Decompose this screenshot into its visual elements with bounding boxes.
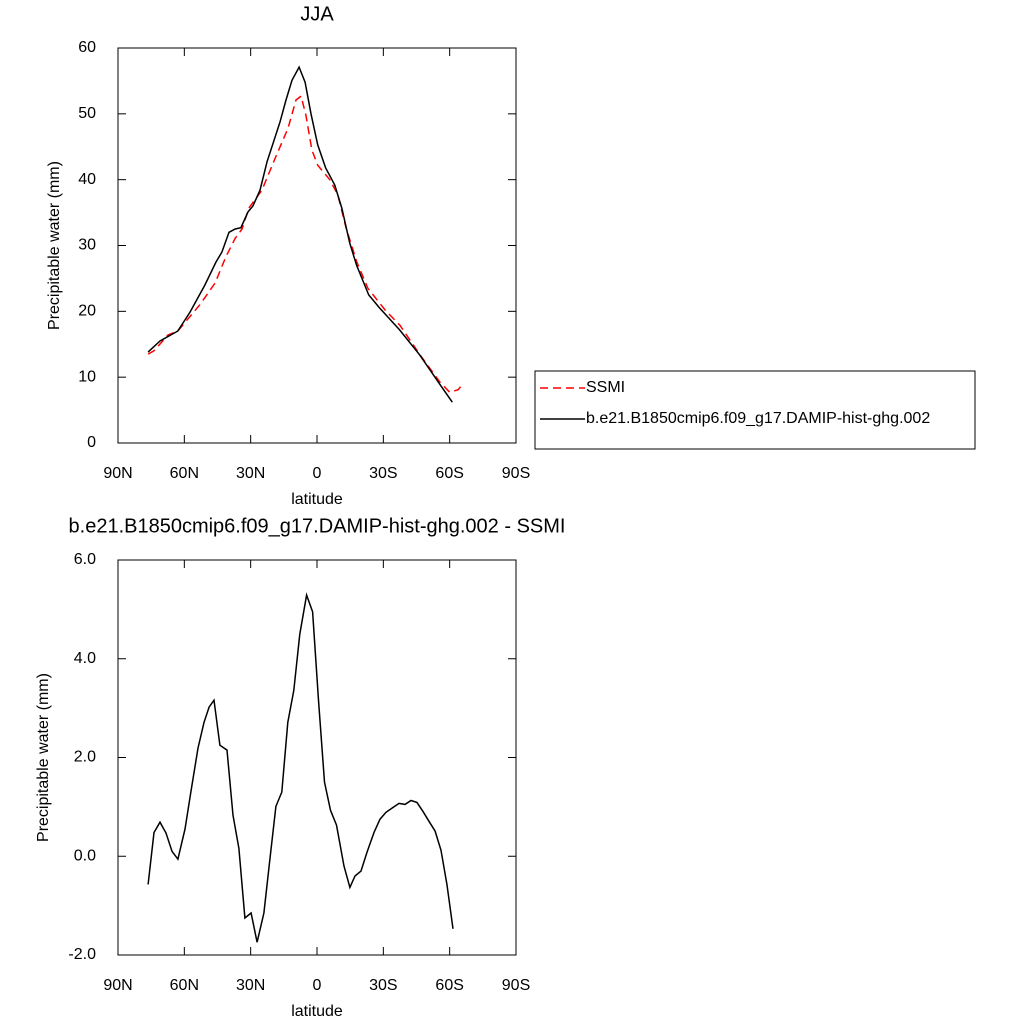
- legend-label: SSMI: [586, 379, 625, 396]
- data-line: [147, 592, 454, 943]
- data-line: [147, 94, 463, 394]
- data-line: [147, 65, 453, 403]
- x-tick-label: 30S: [369, 977, 397, 994]
- x-tick-label: 90S: [502, 977, 530, 994]
- x-tick-label: 30N: [236, 465, 265, 482]
- chart-title: JJA: [300, 3, 334, 25]
- x-tick-label: 90N: [103, 465, 132, 482]
- y-tick-label: 30: [78, 237, 96, 254]
- x-tick-label: 60S: [435, 465, 463, 482]
- x-tick-label: 90S: [502, 465, 530, 482]
- x-tick-label: 60S: [435, 977, 463, 994]
- legend-box: [534, 370, 976, 450]
- y-tick-label: 10: [78, 368, 96, 385]
- x-axis-label: latitude: [291, 491, 343, 508]
- y-tick-label: -2.0: [68, 946, 96, 963]
- plot-frame: [117, 47, 517, 444]
- x-tick-label: 30N: [236, 977, 265, 994]
- x-tick-label: 90N: [103, 977, 132, 994]
- y-tick-label: 4.0: [74, 650, 96, 667]
- x-axis-label: latitude: [291, 1003, 343, 1020]
- y-tick-label: 20: [78, 303, 96, 320]
- y-tick-label: 0.0: [74, 847, 96, 864]
- y-tick-label: 40: [78, 171, 96, 188]
- x-tick-label: 60N: [170, 465, 199, 482]
- y-tick-label: 60: [78, 39, 96, 56]
- y-tick-label: 2.0: [74, 749, 96, 766]
- legend-label: b.e21.B1850cmip6.f09_g17.DAMIP-hist-ghg.…: [586, 410, 930, 427]
- y-tick-label: 50: [78, 105, 96, 122]
- chart-title: b.e21.B1850cmip6.f09_g17.DAMIP-hist-ghg.…: [69, 515, 566, 537]
- plot-frame: [117, 559, 517, 956]
- y-axis-label: Precipitable water (mm): [46, 161, 63, 330]
- x-tick-label: 60N: [170, 977, 199, 994]
- y-tick-label: 0: [87, 434, 96, 451]
- y-tick-label: 6.0: [74, 551, 96, 568]
- x-tick-label: 30S: [369, 465, 397, 482]
- x-tick-label: 0: [313, 977, 322, 994]
- y-axis-label: Precipitable water (mm): [35, 673, 52, 842]
- x-tick-label: 0: [313, 465, 322, 482]
